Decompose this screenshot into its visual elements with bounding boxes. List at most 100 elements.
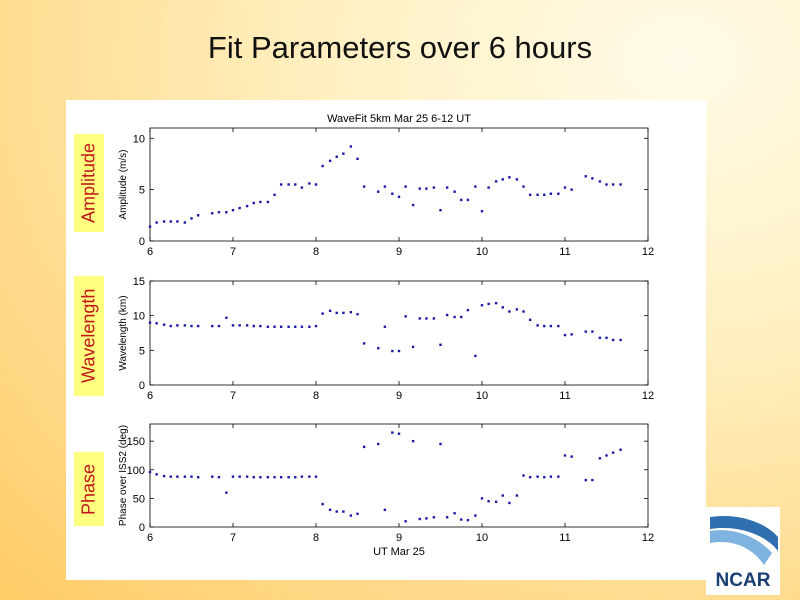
x-tick-label-1-6: 12 — [642, 390, 654, 402]
data-point-2-57 — [557, 475, 560, 478]
data-point-1-43 — [460, 315, 463, 319]
data-point-2-24 — [321, 502, 324, 506]
data-point-0-59 — [570, 188, 573, 191]
data-point-2-32 — [383, 508, 387, 512]
data-point-0-26 — [335, 155, 338, 158]
y-axis-label-2: Phase over ISS2 (deg) — [118, 425, 129, 526]
data-point-2-56 — [549, 475, 553, 478]
data-point-2-55 — [543, 476, 546, 479]
x-tick-label-1-5: 11 — [559, 390, 570, 402]
data-point-0-54 — [536, 193, 539, 196]
data-point-2-13 — [245, 475, 249, 478]
data-point-2-15 — [259, 476, 262, 479]
data-point-2-20 — [294, 476, 297, 479]
data-point-1-30 — [362, 342, 366, 345]
data-point-1-1 — [155, 322, 158, 325]
chart-panel: 6 7 8 9 10 11 12 0 5 10 WaveFit 5km Mar 25 6-12 UT… — [66, 100, 706, 580]
data-point-2-45 — [474, 514, 477, 517]
data-point-2-6 — [190, 475, 193, 478]
y-tick-label-2-0: 0 — [139, 522, 145, 534]
slide-title: Fit Parameters over 6 hours — [207, 30, 593, 65]
y-tick-label-0-1: 5 — [139, 185, 145, 197]
data-point-1-3 — [169, 324, 172, 328]
data-point-2-50 — [508, 501, 511, 505]
data-point-1-65 — [619, 338, 622, 342]
data-point-0-21 — [300, 186, 304, 189]
data-point-1-40 — [439, 343, 442, 346]
data-point-1-13 — [245, 324, 249, 327]
data-point-0-56 — [549, 192, 553, 195]
data-point-1-7 — [196, 324, 200, 328]
data-point-2-10 — [225, 491, 228, 494]
data-point-1-17 — [273, 325, 276, 328]
x-tick-label-0-6: 12 — [642, 246, 654, 258]
data-point-1-14 — [252, 324, 255, 328]
data-point-0-17 — [273, 193, 276, 196]
data-point-0-1 — [155, 221, 158, 224]
data-point-2-53 — [528, 476, 532, 479]
x-tick-label-0-3: 9 — [396, 246, 402, 258]
data-point-0-46 — [480, 210, 484, 213]
data-point-0-18 — [279, 183, 283, 186]
y-axis-label-0: Amplitude (m/s) — [118, 149, 129, 219]
data-point-1-37 — [418, 317, 421, 320]
data-point-2-65 — [619, 448, 622, 451]
y-tick-label-0-0: 0 — [139, 236, 145, 248]
data-point-2-62 — [598, 457, 602, 460]
data-point-2-23 — [314, 475, 318, 478]
data-point-2-9 — [217, 476, 221, 479]
x-tick-label-0-1: 7 — [230, 246, 236, 258]
data-point-0-30 — [362, 185, 366, 188]
phase-label: Phase — [74, 452, 104, 526]
data-point-2-63 — [605, 454, 608, 457]
data-point-1-8 — [211, 324, 214, 328]
x-tick-label-2-5: 11 — [559, 532, 570, 544]
data-point-2-48 — [494, 500, 498, 504]
data-point-0-32 — [383, 185, 387, 188]
data-point-2-60 — [584, 478, 587, 482]
data-point-2-0 — [148, 470, 152, 474]
data-point-0-10 — [225, 211, 228, 214]
data-point-2-8 — [211, 475, 214, 478]
data-point-1-52 — [522, 310, 525, 313]
data-point-0-63 — [605, 183, 608, 186]
data-point-0-64 — [611, 183, 615, 186]
data-point-0-25 — [328, 159, 332, 163]
data-point-2-31 — [377, 442, 380, 446]
data-point-1-31 — [377, 347, 380, 350]
data-point-0-11 — [231, 208, 235, 212]
data-point-0-20 — [294, 183, 297, 186]
data-point-2-38 — [425, 517, 428, 520]
data-point-0-35 — [404, 185, 407, 188]
data-point-0-4 — [176, 220, 179, 223]
data-point-0-45 — [474, 185, 477, 188]
data-point-2-39 — [432, 516, 436, 519]
data-point-0-13 — [245, 204, 249, 208]
data-point-0-6 — [190, 217, 193, 220]
data-point-2-54 — [536, 475, 539, 478]
data-point-2-16 — [266, 476, 270, 479]
data-point-0-14 — [252, 201, 255, 205]
data-point-1-51 — [515, 308, 519, 311]
data-point-2-41 — [445, 516, 449, 519]
data-point-1-10 — [225, 316, 228, 319]
data-point-1-53 — [528, 318, 532, 322]
data-point-1-4 — [176, 324, 179, 327]
data-point-0-34 — [397, 195, 401, 199]
x-axis-label-2: UT Mar 25 — [373, 546, 425, 558]
data-point-2-18 — [279, 476, 283, 479]
data-point-0-12 — [238, 206, 241, 210]
data-point-2-52 — [522, 474, 525, 477]
data-point-0-5 — [183, 221, 187, 224]
data-point-0-7 — [196, 214, 200, 217]
chart-title-0: WaveFit 5km Mar 25 6-12 UT — [327, 113, 471, 125]
data-point-0-28 — [349, 145, 353, 148]
data-point-2-21 — [300, 475, 304, 478]
data-point-2-46 — [480, 497, 484, 500]
data-point-0-19 — [287, 183, 290, 186]
data-point-1-46 — [480, 304, 484, 307]
data-point-2-11 — [231, 475, 235, 478]
data-point-2-17 — [273, 476, 276, 479]
data-point-1-21 — [300, 325, 304, 328]
data-point-1-41 — [445, 313, 449, 317]
